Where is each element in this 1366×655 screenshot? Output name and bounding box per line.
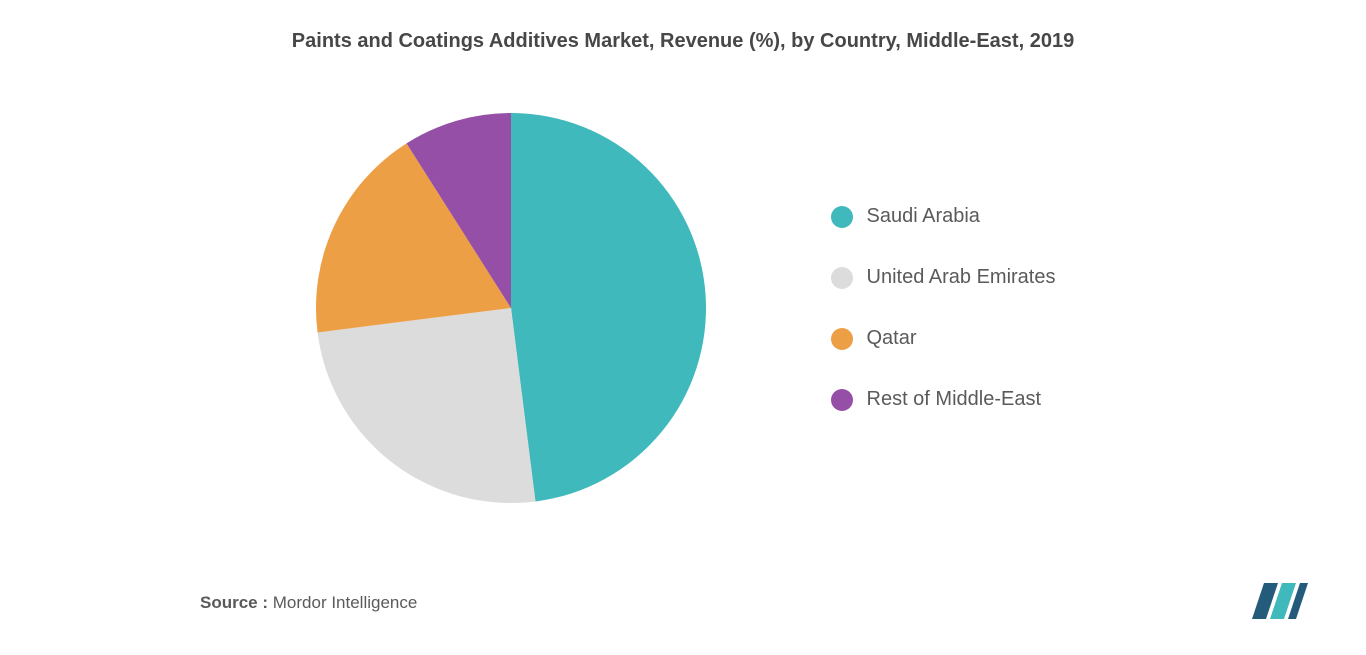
- legend: Saudi Arabia United Arab Emirates Qatar Res…: [831, 205, 1056, 411]
- legend-swatch-2: [831, 328, 853, 350]
- chart-body: Saudi Arabia United Arab Emirates Qatar Res…: [40, 93, 1326, 523]
- chart-title: Paints and Coatings Additives Market, Re…: [40, 30, 1326, 53]
- source-text: Mordor Intelligence: [268, 593, 417, 612]
- legend-item-2: Qatar: [831, 327, 1056, 350]
- legend-label-2: Qatar: [867, 327, 917, 350]
- legend-item-0: Saudi Arabia: [831, 205, 1056, 228]
- pie-slice-0: [511, 113, 706, 501]
- legend-item-3: Rest of Middle-East: [831, 388, 1056, 411]
- legend-label-1: United Arab Emirates: [867, 266, 1056, 289]
- legend-swatch-3: [831, 389, 853, 411]
- pie-slice-1: [317, 308, 535, 503]
- legend-item-1: United Arab Emirates: [831, 266, 1056, 289]
- chart-container: Paints and Coatings Additives Market, Re…: [0, 0, 1366, 655]
- pie-chart: [311, 108, 711, 508]
- legend-label-3: Rest of Middle-East: [867, 388, 1042, 411]
- legend-swatch-1: [831, 267, 853, 289]
- source-label: Source :: [200, 593, 268, 612]
- logo-svg: [1246, 575, 1316, 625]
- legend-swatch-0: [831, 206, 853, 228]
- pie-svg: [311, 108, 711, 508]
- brand-logo: [1246, 575, 1316, 625]
- legend-label-0: Saudi Arabia: [867, 205, 980, 228]
- source-line: Source : Mordor Intelligence: [200, 593, 417, 613]
